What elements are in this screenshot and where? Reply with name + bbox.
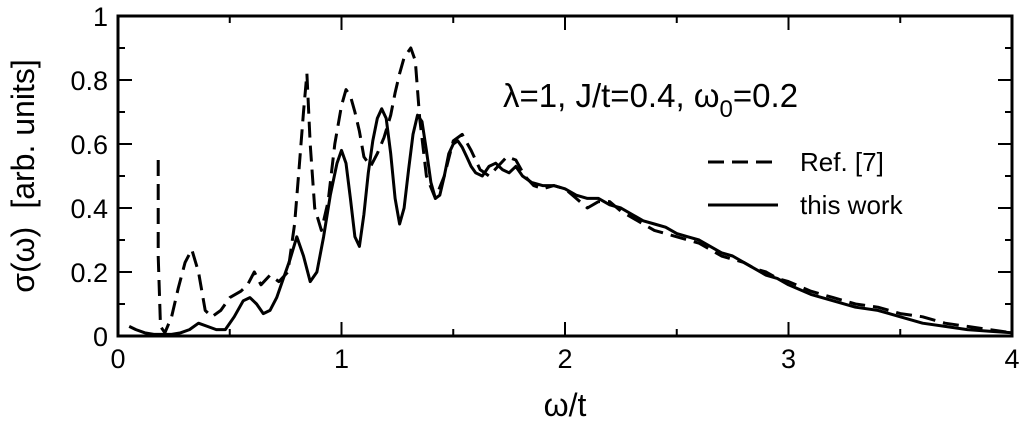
annotation-omega-subscript: 0	[720, 96, 733, 123]
x-tick-label-3: 3	[781, 344, 796, 374]
y-tick-label-2: 0.4	[70, 194, 108, 224]
x-tick-label-1: 1	[334, 344, 349, 374]
y-tick-label-3: 0.6	[70, 130, 108, 160]
y-axis-title-units: [arb. units]	[5, 59, 41, 208]
x-tick-label-2: 2	[557, 344, 572, 374]
y-tick-label-0: 0	[93, 322, 108, 352]
series-line-ref7	[156, 46, 1013, 335]
series-layer	[128, 46, 1013, 336]
svg-text:σ(ω)[arb. units]: σ(ω) [arb. units]	[5, 59, 41, 292]
legend: Ref. [7] this work	[708, 147, 904, 220]
annotation-omega-value: =0.2	[733, 77, 798, 114]
x-axis-title: ω/t	[544, 387, 587, 423]
tick-labels: 0 1 2 3 4 0 0.2 0.4 0.6 0.8 1	[70, 2, 1019, 374]
annotation-lambda: λ=1, J/t=0.4, ω	[503, 77, 720, 114]
parameter-annotation: λ=1, J/t=0.4, ω0=0.2	[503, 77, 798, 123]
legend-label-this-work: this work	[800, 190, 904, 220]
y-axis-title: σ(ω) [arb. units]	[5, 59, 41, 292]
series-line-this-work	[128, 107, 1013, 336]
axis-ticks	[117, 15, 1013, 337]
y-tick-label-1: 0.2	[70, 258, 108, 288]
x-tick-label-0: 0	[110, 344, 125, 374]
y-tick-label-4: 0.8	[70, 66, 108, 96]
legend-label-ref7: Ref. [7]	[800, 147, 884, 177]
x-tick-label-4: 4	[1004, 344, 1019, 374]
y-axis-title-main: σ(ω)	[5, 227, 41, 293]
y-tick-label-5: 1	[93, 2, 108, 32]
